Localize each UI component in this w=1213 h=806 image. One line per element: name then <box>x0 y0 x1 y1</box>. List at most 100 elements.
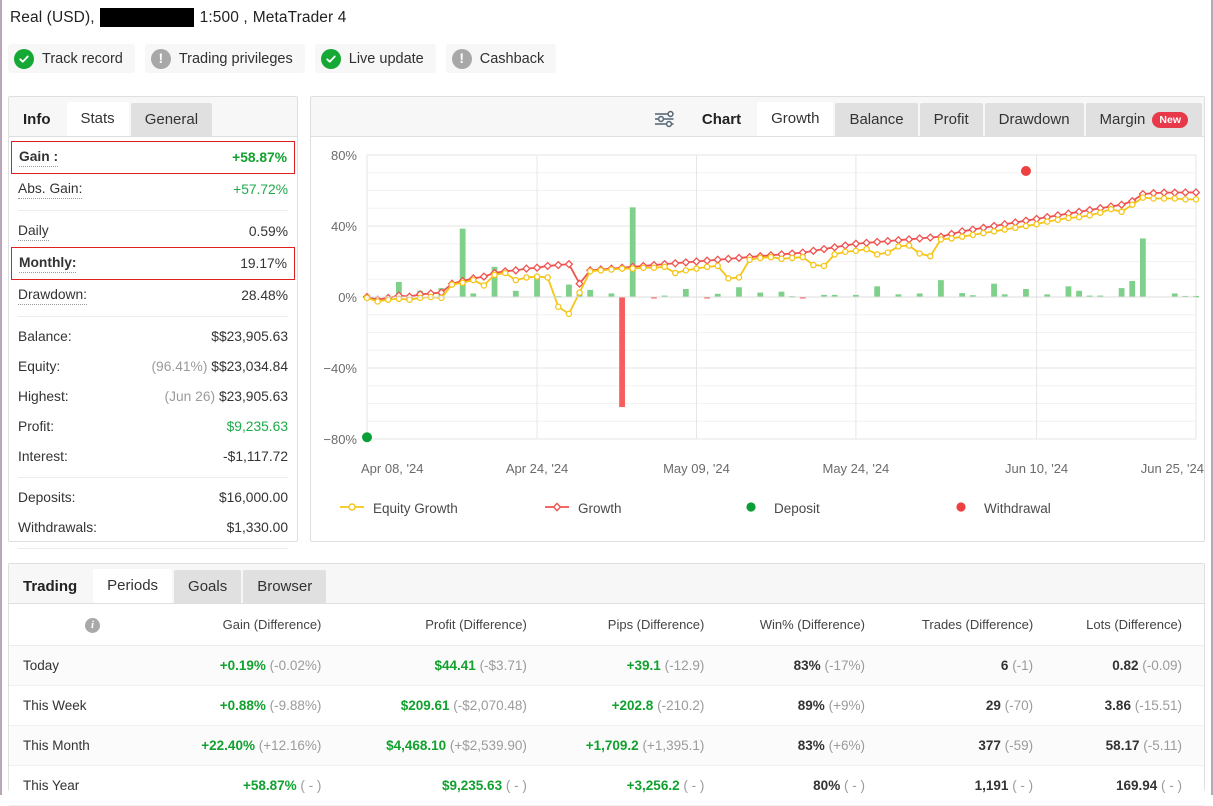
cell-difference: (-5.11) <box>1143 737 1182 753</box>
chart-point <box>555 303 562 311</box>
tab-drawdown[interactable]: Drawdown <box>984 103 1084 136</box>
table-cell-trades: 29 (-70) <box>886 685 1056 726</box>
chart-settings-button[interactable] <box>652 107 688 136</box>
chart-point <box>851 239 861 249</box>
growth-chart[interactable]: 80% 40% 0% −40% −80% Apr 08, '24 Apr 24, '24 Ma… <box>311 137 1204 542</box>
cell-value: $209.61 <box>400 697 450 713</box>
chart-point <box>1182 196 1189 203</box>
chart-point <box>533 273 541 280</box>
leverage-label: 1:500 , <box>199 8 248 26</box>
tab-label: Growth <box>771 110 820 127</box>
chart-panel-tabs[interactable]: Chart Growth Balance Profit Drawdown Margin Ne… <box>311 97 1204 137</box>
chart-point <box>916 250 923 257</box>
info-icon[interactable]: i <box>85 617 100 633</box>
legend-item[interactable]: Growth <box>544 501 744 516</box>
table-cell-pips: +1,709.2 (+1,395.1) <box>548 725 727 766</box>
periods-column-header[interactable]: Win% (Difference) <box>726 604 887 646</box>
cell-difference: ( - ) <box>505 777 527 793</box>
status-badge[interactable]: ! Cashback <box>445 44 557 73</box>
divider <box>18 316 288 317</box>
periods-column-header-info[interactable]: i <box>9 604 164 646</box>
chart-point <box>1097 209 1104 216</box>
tab-general[interactable]: General <box>130 103 213 136</box>
chart-point <box>650 264 658 271</box>
stat-label: Equity: <box>18 359 61 374</box>
stat-row: Daily 0.59% <box>9 216 297 247</box>
tab-label: Periods <box>107 577 159 594</box>
chart-point <box>501 269 509 277</box>
cell-value: +58.87% <box>242 777 297 793</box>
table-row: This Month +22.40% (+12.16%) $4,468.10 (+$… <box>9 725 1204 766</box>
tab-trading[interactable]: Trading <box>9 570 92 603</box>
table-cell-trades: 1,191 ( - ) <box>886 765 1056 806</box>
chart-point <box>767 253 775 261</box>
tab-stats[interactable]: Stats <box>66 102 129 136</box>
legend-label: Withdrawal <box>984 501 1051 516</box>
status-badge[interactable]: Live update <box>314 44 436 73</box>
table-cell-lots: 3.86 (-15.51) <box>1055 685 1204 726</box>
stat-value-group: +57.72% <box>233 181 288 199</box>
chart-bar <box>1001 294 1008 297</box>
cell-difference: (-210.2) <box>657 697 705 713</box>
cell-value: 1,191 <box>974 777 1009 793</box>
chart-point <box>543 261 552 271</box>
chart-point <box>629 265 636 272</box>
chart-point <box>958 233 966 240</box>
legend-item[interactable]: Withdrawal <box>954 501 1051 516</box>
table-cell-win: 89% (+9%) <box>726 685 887 726</box>
x-axis-tick-label: Jun 25, '24 <box>1141 461 1204 476</box>
chart-bar <box>736 287 742 297</box>
chart-point <box>872 237 882 247</box>
chart-point <box>1160 195 1168 202</box>
chart-point <box>1086 212 1093 219</box>
periods-column-header[interactable]: Lots (Difference) <box>1055 604 1204 646</box>
chart-bar <box>799 297 806 299</box>
tab-periods[interactable]: Periods <box>93 569 173 603</box>
cell-value: $44.41 <box>434 657 476 673</box>
stats-panel-tabs[interactable]: Info Stats General <box>9 97 297 137</box>
periods-table-body: Today +0.19% (-0.02%) $44.41 (-$3.71) +39.1… <box>9 645 1204 806</box>
stat-value: 19.17% <box>240 255 287 271</box>
stat-value: +58.87% <box>232 149 287 165</box>
stat-label: Balance: <box>18 329 72 344</box>
periods-column-header[interactable]: Gain (Difference) <box>164 604 344 646</box>
stat-row: Interest: -$1,117.72 <box>9 442 297 472</box>
periods-column-header[interactable]: Profit (Difference) <box>343 604 549 646</box>
chart-point <box>1117 200 1126 210</box>
periods-column-header[interactable]: Pips (Difference) <box>548 604 727 646</box>
y-axis-tick-label: −80% <box>323 432 357 447</box>
legend-item[interactable]: Equity Growth <box>339 501 544 516</box>
tab-goals[interactable]: Goals <box>174 570 242 603</box>
status-badge[interactable]: Track record <box>8 44 135 73</box>
chart-marker-withdrawal[interactable] <box>1020 165 1031 176</box>
status-badge-label: Live update <box>348 50 424 67</box>
stat-value-prefix: (96.41%) <box>151 359 208 374</box>
stat-label: Withdrawals: <box>18 520 97 535</box>
chart-point <box>608 266 615 273</box>
cell-value: 29 <box>985 697 1001 713</box>
periods-panel-tabs[interactable]: Trading Periods Goals Browser <box>9 564 1204 604</box>
tab-balance[interactable]: Balance <box>835 103 918 136</box>
legend-item[interactable]: Deposit <box>744 501 954 516</box>
chart-marker-deposit[interactable] <box>362 432 372 443</box>
table-cell-pips: +3,256.2 ( - ) <box>548 765 727 806</box>
chart-point <box>937 236 945 243</box>
periods-column-header[interactable]: Trades (Difference) <box>886 604 1056 646</box>
chart-bar <box>821 294 827 297</box>
stat-label: Highest: <box>18 389 69 404</box>
chart-point <box>703 263 711 271</box>
chart-point <box>948 235 955 242</box>
tab-growth[interactable]: Growth <box>757 102 834 136</box>
tab-label: Margin <box>1099 111 1146 128</box>
cell-value: 83% <box>793 657 821 673</box>
tab-info[interactable]: Info <box>9 103 65 136</box>
chart-point <box>980 229 987 237</box>
tab-chart[interactable]: Chart <box>687 103 756 136</box>
tab-browser[interactable]: Browser <box>243 570 327 603</box>
legend-swatch <box>744 501 766 516</box>
tab-margin[interactable]: Margin New <box>1085 103 1202 136</box>
status-badge[interactable]: ! Trading privileges <box>144 44 305 73</box>
tab-profit[interactable]: Profit <box>919 103 983 136</box>
chart-point <box>438 294 445 302</box>
table-row: This Year +58.87% ( - ) $9,235.63 ( - ) +3,… <box>9 765 1204 806</box>
